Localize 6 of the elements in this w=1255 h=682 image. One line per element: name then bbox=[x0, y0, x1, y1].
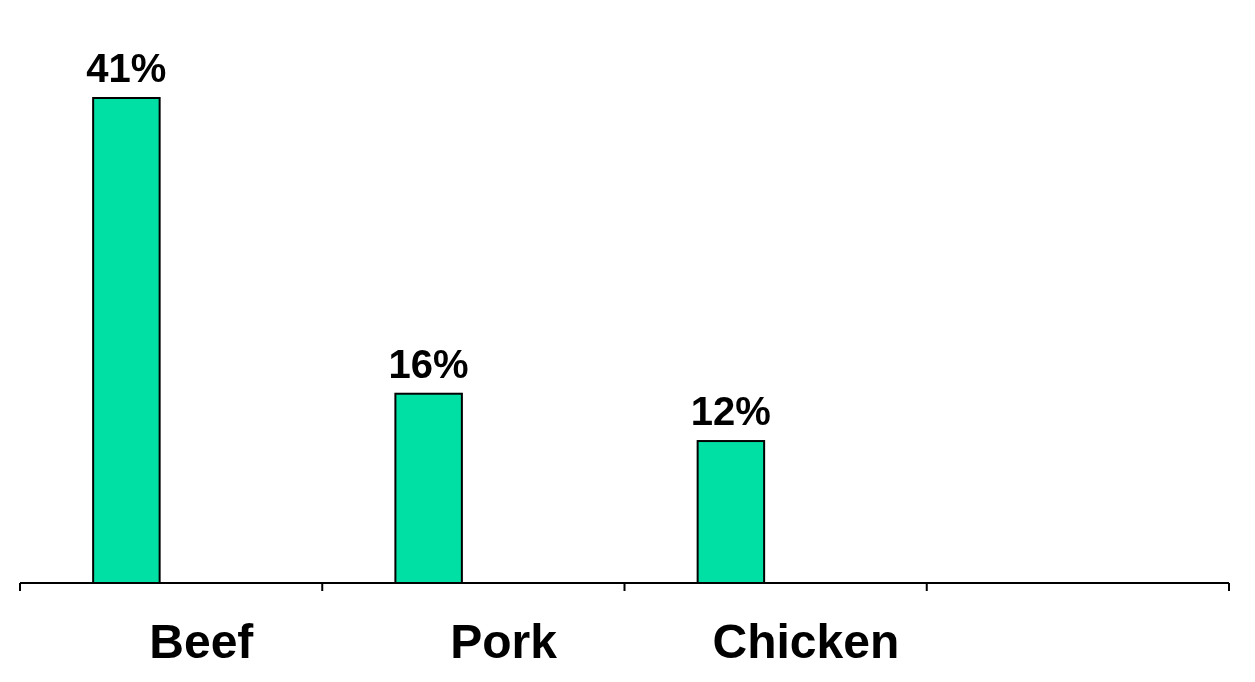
x-tick-label: Pork bbox=[450, 615, 558, 668]
x-tick-label: Beef bbox=[149, 615, 255, 668]
x-tick-label: Chicken bbox=[712, 615, 900, 668]
data-label: 16% bbox=[388, 341, 469, 386]
data-label: 12% bbox=[690, 389, 771, 434]
data-label: 41% bbox=[86, 46, 167, 90]
